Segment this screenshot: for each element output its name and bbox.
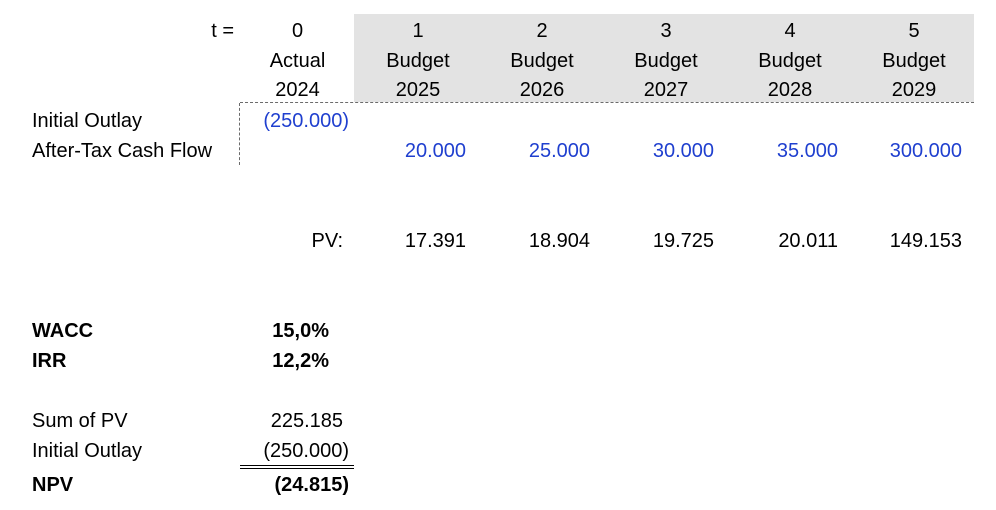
cash-flow-input-5[interactable]: 300.000 bbox=[889, 140, 962, 162]
kind-5: Budget bbox=[882, 50, 946, 72]
irr-label: IRR bbox=[32, 350, 67, 372]
cash-flow-label: After-Tax Cash Flow bbox=[32, 140, 213, 162]
year-0: 2024 bbox=[275, 79, 320, 101]
cash-flow-input-2[interactable]: 25.000 bbox=[528, 140, 590, 162]
budget-header-fill bbox=[354, 14, 974, 102]
pv-value-5: 149.153 bbox=[889, 230, 962, 252]
npv-label: NPV bbox=[32, 474, 74, 496]
kind-1: Budget bbox=[386, 50, 450, 72]
irr-value: 12,2% bbox=[272, 350, 329, 372]
pv-value-3: 19.725 bbox=[652, 230, 714, 252]
period-5: 5 bbox=[908, 20, 920, 42]
period-2: 2 bbox=[536, 20, 548, 42]
summary-outlay-value: (250.000) bbox=[263, 440, 349, 462]
year-3: 2027 bbox=[643, 79, 689, 101]
year-4: 2028 bbox=[767, 79, 813, 101]
cash-flow-input-1[interactable]: 20.000 bbox=[404, 140, 466, 162]
npv-value: (24.815) bbox=[274, 474, 350, 496]
initial-outlay-input[interactable]: (250.000) bbox=[263, 110, 349, 132]
pv-value-1: 17.391 bbox=[404, 230, 466, 252]
wacc-value: 15,0% bbox=[272, 320, 329, 342]
year-1: 2025 bbox=[395, 79, 441, 101]
period-4: 4 bbox=[784, 20, 796, 42]
kind-0: Actual bbox=[269, 50, 326, 72]
cash-flow-input-4[interactable]: 35.000 bbox=[776, 140, 838, 162]
total-double-underline-bottom bbox=[240, 468, 354, 469]
kind-2: Budget bbox=[510, 50, 574, 72]
summary-outlay-label: Initial Outlay bbox=[32, 440, 143, 462]
pv-value-2: 18.904 bbox=[528, 230, 590, 252]
sum-pv-label: Sum of PV bbox=[32, 410, 128, 432]
input-range-border-left bbox=[239, 103, 240, 165]
input-range-border-top bbox=[240, 102, 974, 103]
period-3: 3 bbox=[660, 20, 672, 42]
total-double-underline-top bbox=[240, 465, 354, 466]
initial-outlay-label: Initial Outlay bbox=[32, 110, 143, 132]
sum-pv-value: 225.185 bbox=[270, 410, 343, 432]
wacc-label: WACC bbox=[32, 320, 94, 342]
cash-flow-input-3[interactable]: 30.000 bbox=[652, 140, 714, 162]
t-label: t = bbox=[211, 20, 234, 42]
year-2: 2026 bbox=[519, 79, 565, 101]
pv-value-4: 20.011 bbox=[778, 230, 838, 252]
period-0: 0 bbox=[291, 20, 304, 42]
pv-label: PV: bbox=[311, 230, 344, 252]
kind-4: Budget bbox=[758, 50, 822, 72]
kind-3: Budget bbox=[634, 50, 698, 72]
period-1: 1 bbox=[412, 20, 424, 42]
year-5: 2029 bbox=[891, 79, 937, 101]
